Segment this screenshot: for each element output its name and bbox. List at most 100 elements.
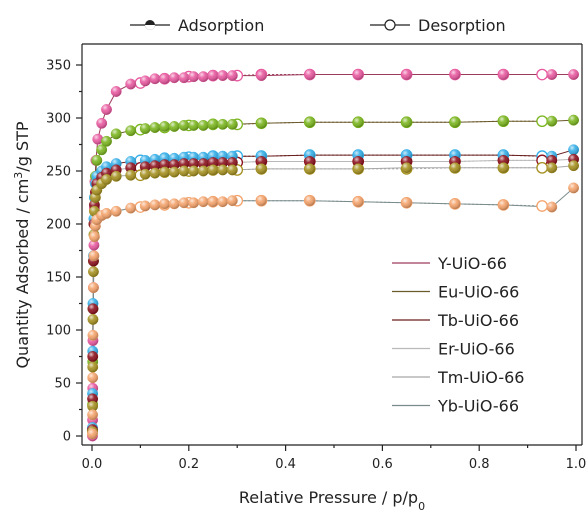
adsorption-point-shade (87, 314, 99, 325)
adsorption-point-shade (87, 351, 98, 362)
adsorption-point-shade (227, 195, 238, 206)
y-tick-label: 300 (46, 112, 71, 127)
adsorption-point-shade (498, 162, 509, 174)
legend-series-label: Eu-UiO-66 (438, 283, 519, 302)
desorption-point (536, 161, 548, 174)
adsorption-point-shade (111, 86, 122, 97)
adsorption-point-shade (198, 196, 209, 207)
desorption-point (536, 200, 548, 212)
adsorption-point-shade (111, 128, 122, 140)
adsorption-point-shade (227, 119, 238, 130)
adsorption-point-shade (87, 303, 99, 314)
adsorption-point-shade (256, 195, 267, 206)
adsorption-point-shade (149, 73, 161, 84)
adsorption-point-shade (159, 198, 170, 210)
adsorption-point-shade (256, 163, 267, 175)
x-tick-label: 0.8 (469, 457, 490, 472)
adsorption-point-shade (217, 70, 228, 81)
adsorption-point-shade (546, 155, 557, 166)
adsorption-point-shade (159, 73, 170, 84)
adsorption-point-shade (101, 104, 112, 115)
adsorption-point-shade (227, 164, 238, 176)
adsorption-point-shade (87, 428, 98, 440)
plot-frame (81, 43, 583, 446)
legend-desorption-label: Desorption (418, 16, 506, 35)
adsorption-point-shade (198, 165, 209, 177)
adsorption-point-shade (111, 171, 122, 182)
adsorption-point-shade (101, 136, 112, 147)
y-tick-label: 100 (46, 324, 71, 339)
adsorption-point-shade (568, 69, 579, 80)
branch-legend: Adsorption Desorption (130, 16, 506, 35)
adsorption-point-shade (169, 166, 180, 178)
x-tick-label: 0.6 (372, 457, 393, 472)
adsorption-point-shade (498, 199, 509, 211)
adsorption-point-shade (178, 72, 190, 83)
adsorption-point-shade (498, 155, 509, 166)
adsorption-point-shade (140, 200, 151, 212)
adsorption-point-shade (178, 158, 190, 169)
adsorption-point-shade (568, 114, 579, 126)
adsorption-point-shade (101, 208, 112, 219)
adsorption-point-shade (304, 195, 315, 206)
adsorption-point-shade (87, 330, 99, 341)
adsorption-point-shade (169, 72, 180, 83)
adsorption-point-shade (198, 120, 209, 131)
adsorption-point-shade (87, 372, 98, 383)
adsorption-point-shade (449, 198, 461, 210)
adsorption-point-shade (217, 164, 228, 176)
adsorption-point-shade (169, 121, 180, 132)
adsorption-point-shade (353, 156, 364, 167)
adsorption-point-shade (304, 163, 315, 175)
adsorption-point-shade (88, 282, 99, 293)
adsorption-point-shade (125, 202, 136, 214)
adsorption-point-shade (401, 69, 412, 80)
adsorption-point-shade (498, 69, 509, 80)
adsorption-point-shade (188, 165, 199, 177)
y-axis-title: Quantity Adsorbed / cm3/g STP (12, 121, 33, 368)
adsorption-point-shade (207, 119, 219, 130)
adsorption-point-shade (546, 201, 557, 213)
x-tick-label: 0.0 (82, 457, 103, 472)
legend-series-label: Tm-UiO-66 (437, 368, 524, 387)
adsorption-point-shade (546, 162, 557, 174)
adsorption-point-shade (149, 167, 161, 179)
adsorption-point-shade (198, 71, 209, 82)
adsorption-point-shade (568, 144, 579, 155)
adsorption-point-shade (125, 170, 136, 181)
x-tick-label: 1.0 (566, 457, 587, 472)
adsorption-point-shade (140, 168, 151, 180)
open-marker-icon (384, 19, 396, 31)
adsorption-point-shade (449, 69, 461, 80)
adsorption-point-shade (217, 196, 228, 207)
adsorption-point-shade (125, 78, 136, 90)
adsorption-point-shade (207, 70, 219, 81)
branch-legend-adsorption: Adsorption (130, 16, 264, 35)
adsorption-point-shade (88, 266, 99, 277)
adsorption-point-shade (401, 197, 412, 208)
adsorption-point-shade (91, 155, 103, 166)
x-tick-label: 0.4 (275, 457, 296, 472)
legend-series-label: Yb-UiO-66 (437, 397, 519, 416)
y-tick-label: 150 (46, 271, 71, 286)
adsorption-point-shade (546, 69, 557, 80)
adsorption-point-shade (140, 161, 151, 172)
adsorption-point-shade (256, 118, 267, 129)
adsorption-point-shade (101, 174, 112, 185)
adsorption-point-shade (87, 401, 98, 412)
adsorption-point-shade (449, 162, 461, 174)
adsorption-point-shade (159, 121, 170, 132)
adsorption-point-shade (188, 158, 199, 169)
adsorption-point-shade (88, 250, 100, 261)
adsorption-point-shade (217, 119, 228, 130)
adsorption-point-shade (353, 117, 364, 128)
adsorption-point-shade (96, 118, 107, 129)
series-markers (87, 68, 580, 442)
x-tick-label: 0.2 (178, 457, 199, 472)
ticks-layer: 0.0 0.2 0.4 0.6 0.8 1.0 0 50 100 150 200 250 300 350 (46, 59, 586, 473)
adsorption-point-shade (140, 123, 151, 134)
adsorption-point-shade (92, 134, 104, 145)
adsorption-point-shade (207, 157, 219, 168)
adsorption-point-shade (149, 199, 161, 211)
